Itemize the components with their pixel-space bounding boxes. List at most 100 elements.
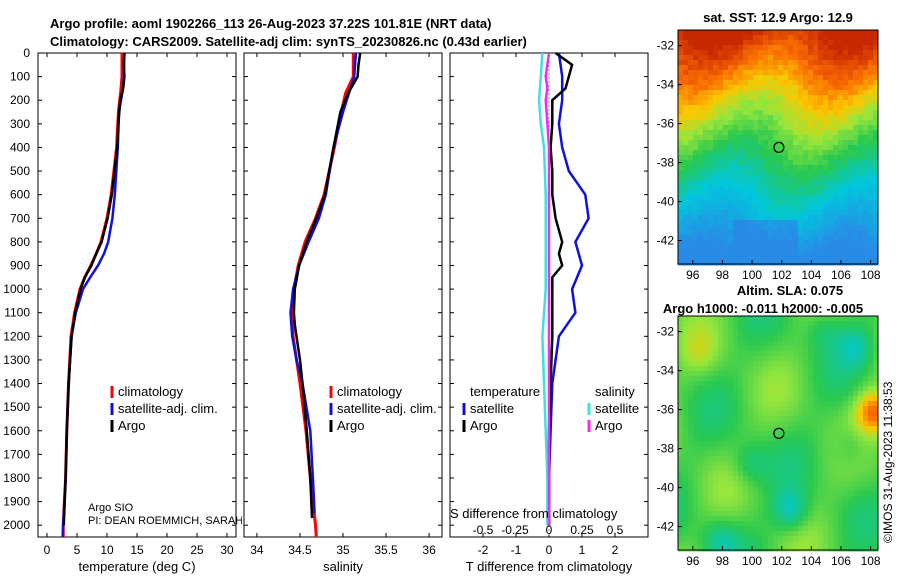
map-cell	[848, 541, 854, 547]
map-cell	[843, 501, 849, 507]
map-cell	[753, 145, 759, 151]
map-cell	[728, 260, 734, 266]
map-cell	[718, 406, 724, 412]
map-cell	[713, 436, 719, 442]
map-cell	[823, 476, 829, 482]
map-cell	[818, 331, 824, 337]
map-cell	[828, 160, 834, 166]
map-cell	[698, 225, 704, 231]
map-cell	[803, 316, 809, 322]
map-cell	[753, 175, 759, 181]
map-cell	[753, 361, 759, 367]
map-cell	[808, 225, 814, 231]
map-cell	[833, 476, 839, 482]
map-cell	[863, 110, 869, 116]
map-cell	[713, 361, 719, 367]
lat-tick-label: -34	[657, 364, 675, 378]
map-cell	[773, 135, 779, 141]
map-cell	[678, 75, 684, 81]
map-cell	[713, 130, 719, 136]
map-cell	[763, 521, 769, 527]
map-cell	[808, 516, 814, 522]
map-cell	[848, 225, 854, 231]
map-cell	[683, 321, 689, 327]
map-cell	[863, 546, 869, 552]
map-cell	[703, 160, 709, 166]
map-cell	[858, 326, 864, 332]
map-cell	[758, 150, 764, 156]
map-cell	[793, 165, 799, 171]
map-cell	[778, 145, 784, 151]
map-cell	[793, 366, 799, 372]
map-cell	[818, 381, 824, 387]
map-cell	[698, 95, 704, 101]
map-cell	[813, 85, 819, 91]
depth-tick-label: 900	[10, 258, 30, 272]
map-cell	[783, 55, 789, 61]
map-cell	[778, 195, 784, 201]
map-cell	[678, 225, 684, 231]
map-cell	[688, 461, 694, 467]
map-cell	[718, 421, 724, 427]
map-cell	[798, 531, 804, 537]
map-cell	[718, 245, 724, 251]
map-cell	[748, 130, 754, 136]
map-cell	[718, 35, 724, 41]
map-cell	[738, 321, 744, 327]
map-cell	[688, 180, 694, 186]
map-cell	[788, 70, 794, 76]
map-cell	[808, 70, 814, 76]
map-cell	[708, 150, 714, 156]
map-cell	[873, 65, 879, 71]
map-cell	[758, 346, 764, 352]
map-cell	[763, 195, 769, 201]
map-cell	[808, 100, 814, 106]
map-cell	[798, 115, 804, 121]
map-cell	[778, 75, 784, 81]
map-cell	[733, 546, 739, 552]
map-cell	[768, 95, 774, 101]
map-cell	[683, 316, 689, 322]
map-cell	[698, 80, 704, 86]
map-cell	[703, 170, 709, 176]
map-cell	[858, 135, 864, 141]
map-cell	[853, 80, 859, 86]
map-cell	[718, 85, 724, 91]
map-cell	[693, 185, 699, 191]
map-cell	[698, 110, 704, 116]
map-cell	[758, 230, 764, 236]
map-cell	[788, 416, 794, 422]
map-cell	[868, 481, 874, 487]
map-cell	[723, 220, 729, 226]
map-cell	[793, 70, 799, 76]
map-cell	[838, 386, 844, 392]
map-cell	[793, 511, 799, 517]
map-cell	[753, 316, 759, 322]
map-cell	[723, 175, 729, 181]
map-cell	[793, 356, 799, 362]
map-cell	[858, 100, 864, 106]
map-cell	[758, 30, 764, 36]
map-cell	[863, 30, 869, 36]
map-cell	[683, 416, 689, 422]
map-cell	[838, 331, 844, 337]
map-cell	[848, 396, 854, 402]
map-cell	[843, 185, 849, 191]
map-cell	[793, 441, 799, 447]
map-cell	[818, 361, 824, 367]
map-cell	[863, 536, 869, 542]
map-cell	[698, 50, 704, 56]
map-cell	[798, 155, 804, 161]
map-cell	[728, 326, 734, 332]
map-cell	[783, 356, 789, 362]
map-cell	[683, 501, 689, 507]
map-cell	[743, 461, 749, 467]
map-cell	[803, 511, 809, 517]
map-cell	[748, 476, 754, 482]
map-cell	[718, 210, 724, 216]
map-cell	[798, 40, 804, 46]
map-cell	[723, 240, 729, 246]
map-cell	[783, 245, 789, 251]
salinity-diff-axis-label: S difference from climatology	[450, 506, 618, 521]
map-cell	[833, 240, 839, 246]
